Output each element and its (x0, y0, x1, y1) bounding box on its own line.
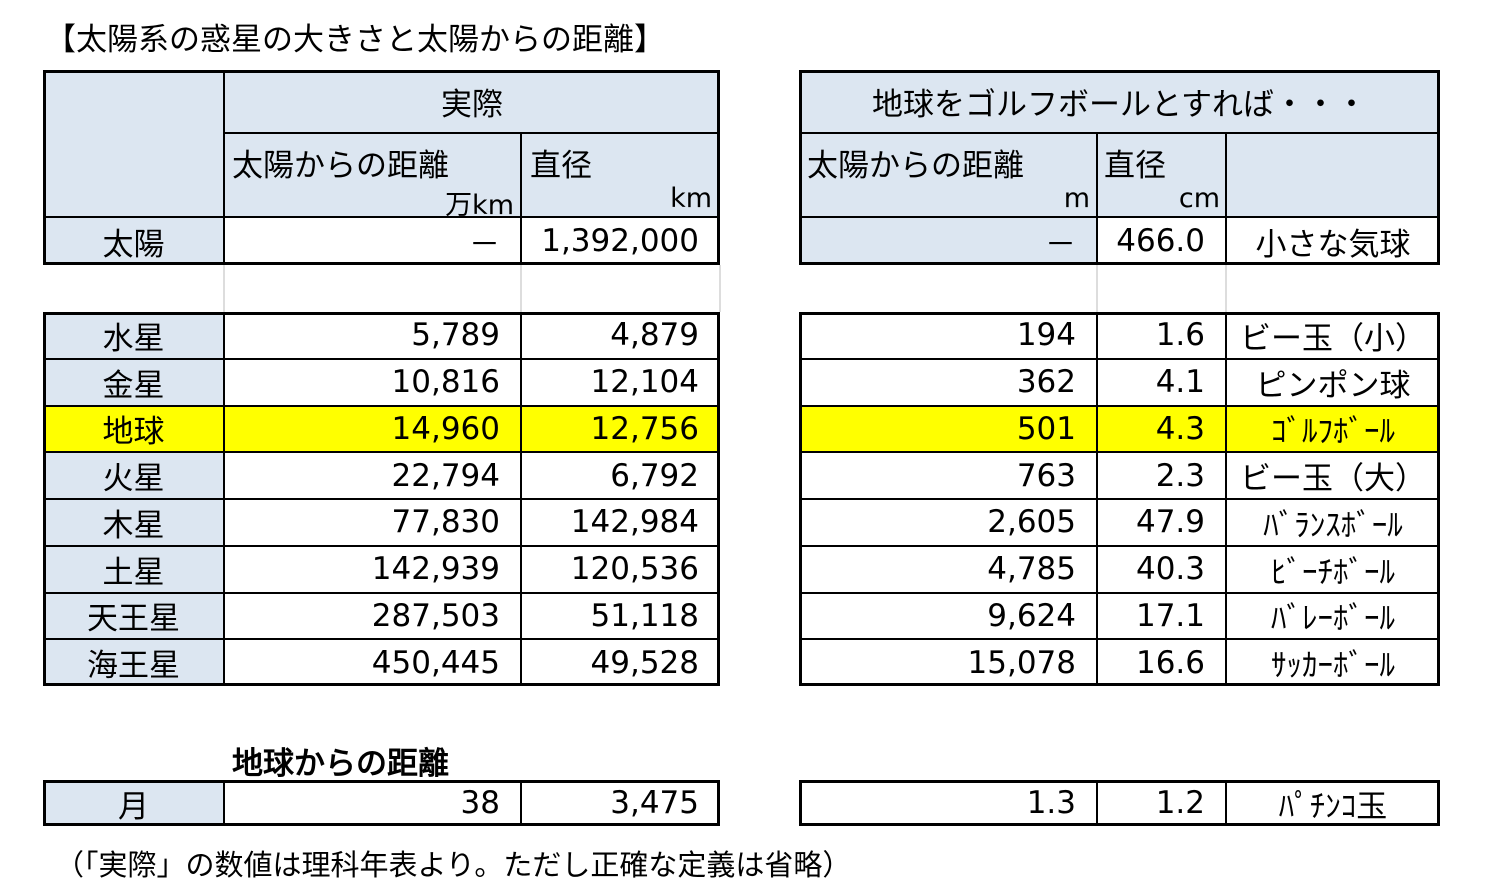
unit: cm (1178, 183, 1220, 214)
column-label: 直径 (1104, 148, 1166, 184)
value-cell: 10,816 (224, 358, 521, 406)
comparison-cell: ﾊﾟﾁﾝｺ玉 (1226, 780, 1440, 826)
column-label: 直径 (530, 148, 592, 184)
title: 【太陽系の惑星の大きさと太陽からの距離】 (45, 22, 665, 58)
row-name: 海王星 (43, 639, 224, 686)
value-cell: 142,984 (521, 499, 720, 546)
value-cell: 4,879 (521, 312, 720, 359)
value-cell: 2,605 (799, 499, 1097, 546)
comparison-cell: ﾊﾞﾚｰﾎﾞｰﾙ (1226, 592, 1440, 640)
comparison-cell: ビー玉（小） (1226, 312, 1440, 359)
value-cell: 4,785 (799, 545, 1097, 593)
gap-line (719, 265, 721, 312)
value-cell: 77,830 (224, 499, 521, 546)
value-cell: － (224, 217, 521, 265)
row-name: 土星 (43, 545, 224, 593)
value-cell: 2.3 (1097, 452, 1226, 499)
value-cell: 15,078 (799, 639, 1097, 686)
value-cell: 501 (799, 405, 1097, 453)
value-cell: 5,789 (224, 312, 521, 359)
unit: km (670, 183, 712, 214)
value-cell: 40.3 (1097, 545, 1226, 593)
value-cell: 12,756 (521, 405, 720, 453)
unit: 万km (445, 190, 514, 221)
gap-line (223, 265, 225, 312)
row-name: 天王星 (43, 592, 224, 640)
row-name: 木星 (43, 499, 224, 546)
value-cell: 14,960 (224, 405, 521, 453)
value-cell: 763 (799, 452, 1097, 499)
comparison-cell: 小さな気球 (1226, 217, 1440, 265)
comparison-cell: ｻｯｶｰﾎﾞｰﾙ (1226, 639, 1440, 686)
corner (43, 70, 224, 217)
value-cell: 466.0 (1097, 217, 1226, 265)
column-label: 太陽からの距離 (232, 148, 449, 184)
value-cell: 22,794 (224, 452, 521, 499)
value-cell: 450,445 (224, 639, 521, 686)
value-cell: 49,528 (521, 639, 720, 686)
comparison-cell: ﾋﾞｰﾁﾎﾞｰﾙ (1226, 545, 1440, 593)
row-name: 地球 (43, 405, 224, 453)
header: 地球をゴルフボールとすれば・・・ (799, 70, 1440, 133)
header: 実際 (224, 70, 720, 133)
value-cell: 287,503 (224, 592, 521, 640)
value-cell: 1.2 (1097, 780, 1226, 826)
comparison-cell: ビー玉（大） (1226, 452, 1440, 499)
value-cell: 51,118 (521, 592, 720, 640)
value-cell: 6,792 (521, 452, 720, 499)
row-name: 月 (43, 780, 224, 826)
subheader (799, 133, 1097, 217)
value-cell: 4.1 (1097, 358, 1226, 406)
value-cell: 9,624 (799, 592, 1097, 640)
comparison-cell: ピンポン球 (1226, 358, 1440, 406)
value-cell: 47.9 (1097, 499, 1226, 546)
value-cell: 362 (799, 358, 1097, 406)
column-label: 太陽からの距離 (807, 148, 1024, 184)
moon-caption: 地球からの距離 (232, 746, 449, 782)
subheader (224, 133, 521, 217)
value-cell: 3,475 (521, 780, 720, 826)
subheader (521, 133, 720, 217)
value-cell: 16.6 (1097, 639, 1226, 686)
comparison-cell: ｺﾞﾙﾌﾎﾞｰﾙ (1226, 405, 1440, 453)
row-name: 太陽 (43, 217, 224, 265)
value-cell: 12,104 (521, 358, 720, 406)
row-name: 火星 (43, 452, 224, 499)
value-cell: 17.1 (1097, 592, 1226, 640)
gap-line (520, 265, 522, 312)
subheader (1226, 133, 1440, 217)
value-cell: － (799, 217, 1097, 265)
value-cell: 4.3 (1097, 405, 1226, 453)
value-cell: 1,392,000 (521, 217, 720, 265)
footnote: （「実際」の数値は理科年表より。ただし正確な定義は省略） (55, 848, 852, 882)
value-cell: 1.6 (1097, 312, 1226, 359)
gap-line (1225, 265, 1227, 312)
value-cell: 120,536 (521, 545, 720, 593)
value-cell: 1.3 (799, 780, 1097, 826)
gap-line (1096, 265, 1098, 312)
value-cell: 38 (224, 780, 521, 826)
value-cell: 142,939 (224, 545, 521, 593)
row-name: 水星 (43, 312, 224, 359)
row-name: 金星 (43, 358, 224, 406)
subheader (1097, 133, 1226, 217)
unit: m (1063, 183, 1090, 214)
comparison-cell: ﾊﾞﾗﾝｽﾎﾞｰﾙ (1226, 499, 1440, 546)
value-cell: 194 (799, 312, 1097, 359)
